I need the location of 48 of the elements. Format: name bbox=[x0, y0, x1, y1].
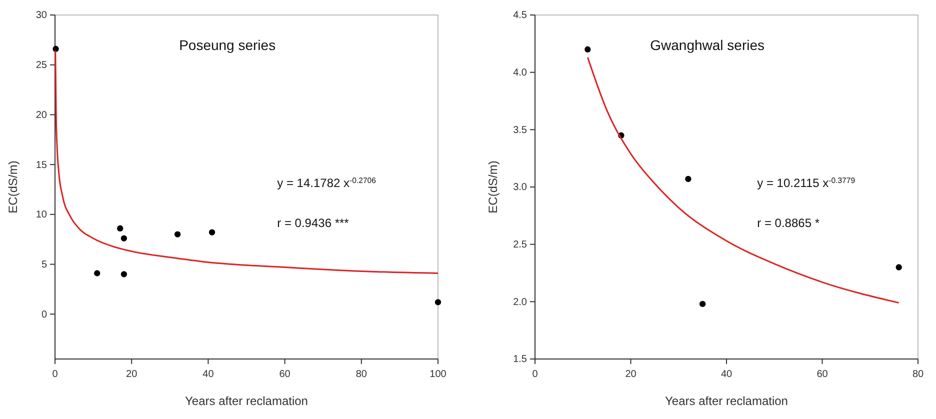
text: Poseung series bbox=[179, 37, 276, 53]
point bbox=[117, 225, 124, 232]
point bbox=[896, 264, 902, 270]
x-tick-label: 60 bbox=[816, 369, 828, 380]
point bbox=[434, 299, 442, 306]
annotation: y = 10.2115 x$^{-0.3779}$ bbox=[757, 176, 856, 190]
x-tick-label: 100 bbox=[430, 369, 447, 380]
point bbox=[699, 300, 706, 308]
y-tick-label: 4.5 bbox=[513, 10, 528, 22]
point bbox=[208, 229, 216, 236]
y-tick-label: 4.0 bbox=[513, 68, 528, 79]
point bbox=[120, 271, 128, 278]
x-tick-label: 0 bbox=[532, 369, 538, 380]
y-tick-label: 30 bbox=[36, 10, 48, 22]
y-tick-label: 3.5 bbox=[513, 124, 528, 136]
text: Gwanghwal series bbox=[650, 37, 765, 53]
y-tick-label: 3.0 bbox=[513, 182, 528, 194]
x-tick-label: 40 bbox=[202, 369, 214, 380]
x-axis-title: Years after reclamation bbox=[665, 394, 788, 408]
line-series bbox=[586, 56, 900, 304]
x-tick-label: 80 bbox=[356, 369, 368, 380]
point bbox=[94, 270, 100, 276]
point bbox=[685, 176, 692, 182]
point bbox=[120, 235, 128, 242]
point bbox=[584, 46, 591, 52]
y-tick-label: 15 bbox=[36, 160, 48, 171]
annotation: r = 0.9436 *** bbox=[277, 216, 350, 230]
x-tick-label: 80 bbox=[912, 369, 924, 380]
y-tick-label: 2.0 bbox=[513, 296, 528, 308]
x-tick-label: 20 bbox=[126, 369, 138, 380]
y-tick-label: 0 bbox=[41, 309, 48, 320]
point bbox=[174, 231, 181, 238]
x-tick-label: 20 bbox=[625, 369, 637, 380]
x-axis-title: Years after reclamation bbox=[185, 394, 308, 408]
y-tick-label: 1.5 bbox=[513, 354, 528, 366]
y-tick-label: 25 bbox=[36, 60, 48, 72]
x-tick-label: 40 bbox=[720, 369, 732, 380]
annotation: r = 0.8865 * bbox=[757, 216, 820, 230]
y-tick-label: 20 bbox=[36, 110, 48, 121]
y-tick-label: 2.5 bbox=[513, 240, 528, 251]
y-axis-title: EC(dS/m) bbox=[6, 160, 20, 214]
y-tick-label: 5 bbox=[41, 259, 48, 270]
x-tick-label: 60 bbox=[279, 369, 291, 380]
x-tick-label: 0 bbox=[52, 369, 58, 380]
y-axis-title: EC(dS/m) bbox=[486, 160, 500, 214]
point bbox=[52, 46, 59, 52]
y-tick-label: 10 bbox=[36, 210, 48, 221]
annotation: y = 14.1782 x$^{-0.2706}$ bbox=[277, 176, 376, 190]
